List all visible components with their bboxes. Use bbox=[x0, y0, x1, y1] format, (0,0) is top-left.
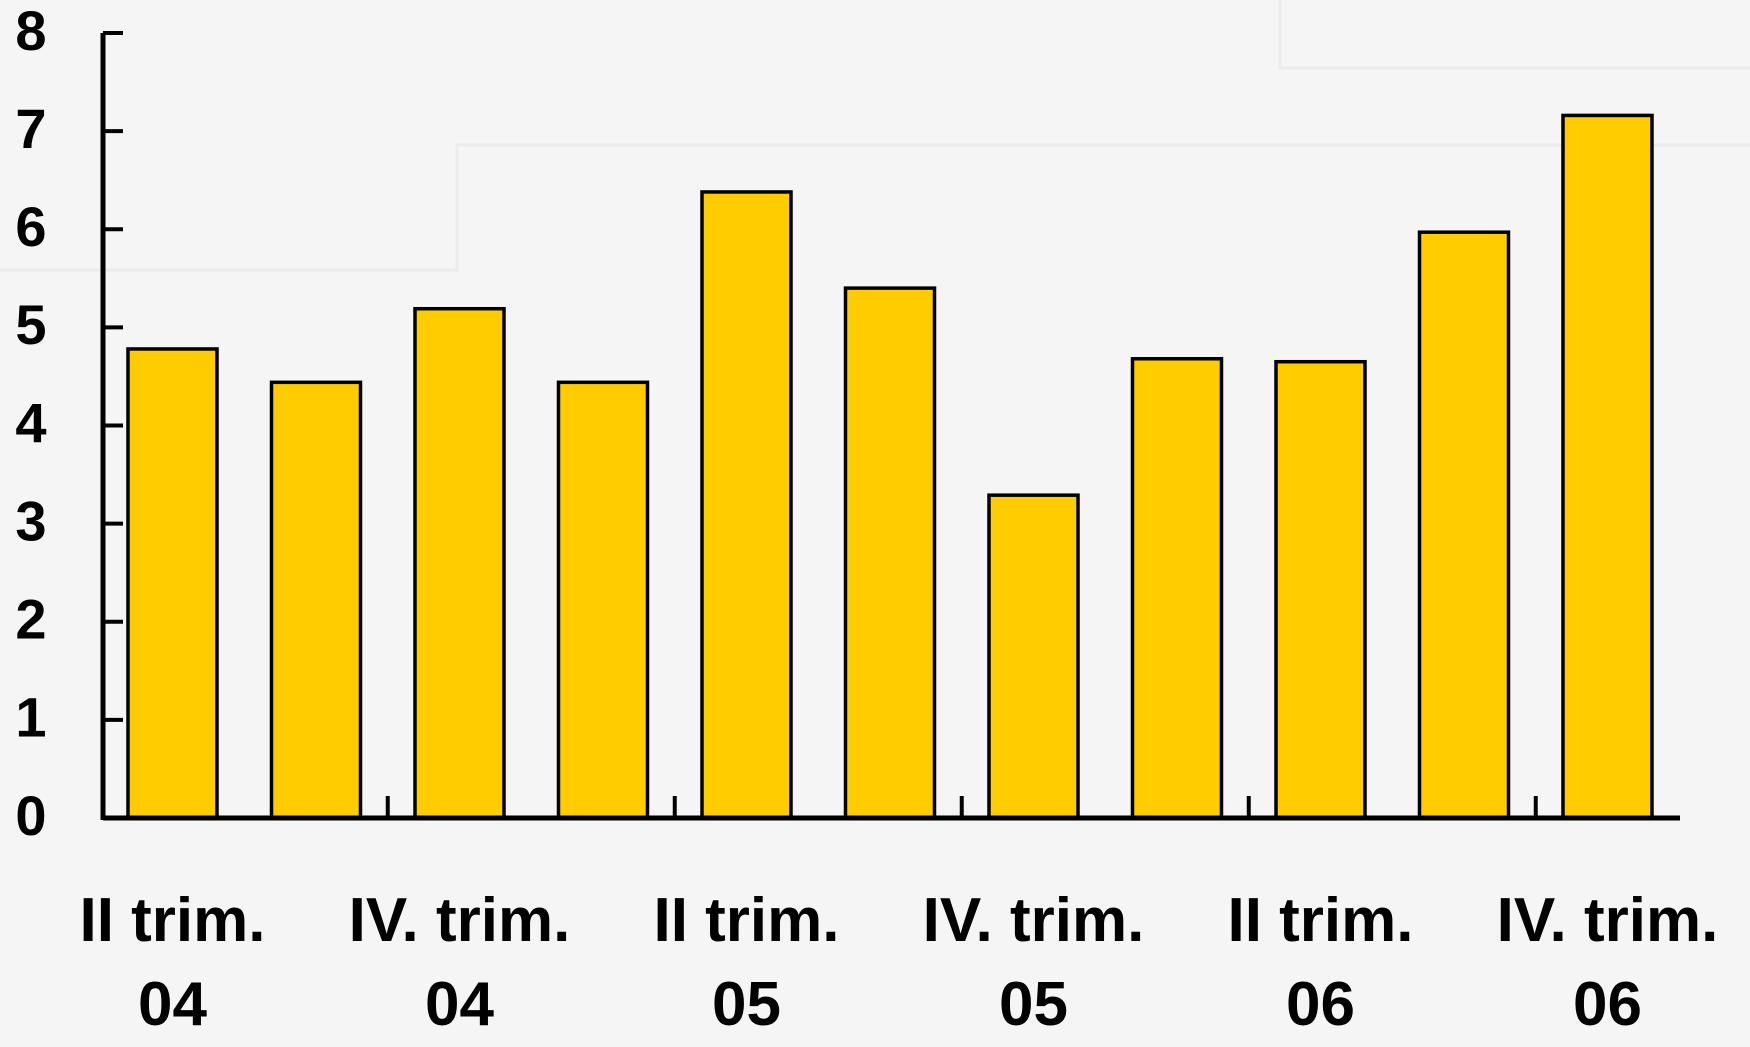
x-tick-label: II trim. 06 bbox=[1171, 879, 1471, 1047]
x-tick-label: IV. trim. 06 bbox=[1458, 879, 1750, 1047]
y-tick-label: 8 bbox=[15, 0, 46, 62]
bar bbox=[846, 288, 935, 818]
bar bbox=[1420, 232, 1509, 818]
x-tick-label: IV. trim. 05 bbox=[884, 879, 1184, 1047]
x-tick-label: II trim. 04 bbox=[23, 879, 323, 1047]
y-tick-label: 1 bbox=[15, 686, 46, 749]
y-tick-label: 4 bbox=[15, 391, 46, 454]
y-tick-label: 2 bbox=[15, 588, 46, 651]
x-tick-label: II trim. 05 bbox=[597, 879, 897, 1047]
background-shape bbox=[1280, 0, 1750, 68]
bar bbox=[1563, 115, 1652, 818]
bar bbox=[559, 382, 648, 818]
bar bbox=[702, 192, 791, 818]
y-tick-label: 5 bbox=[15, 293, 46, 356]
bar bbox=[415, 309, 504, 818]
y-tick-label: 0 bbox=[15, 784, 46, 847]
y-tick-label: 3 bbox=[15, 489, 46, 552]
bar bbox=[1276, 362, 1365, 818]
bar bbox=[1133, 359, 1222, 818]
x-tick-label: IV. trim. 04 bbox=[310, 879, 610, 1047]
bar bbox=[128, 349, 217, 818]
y-tick-label: 6 bbox=[15, 195, 46, 258]
bar bbox=[989, 495, 1078, 818]
y-tick-label: 7 bbox=[15, 97, 46, 160]
bar bbox=[272, 382, 361, 818]
